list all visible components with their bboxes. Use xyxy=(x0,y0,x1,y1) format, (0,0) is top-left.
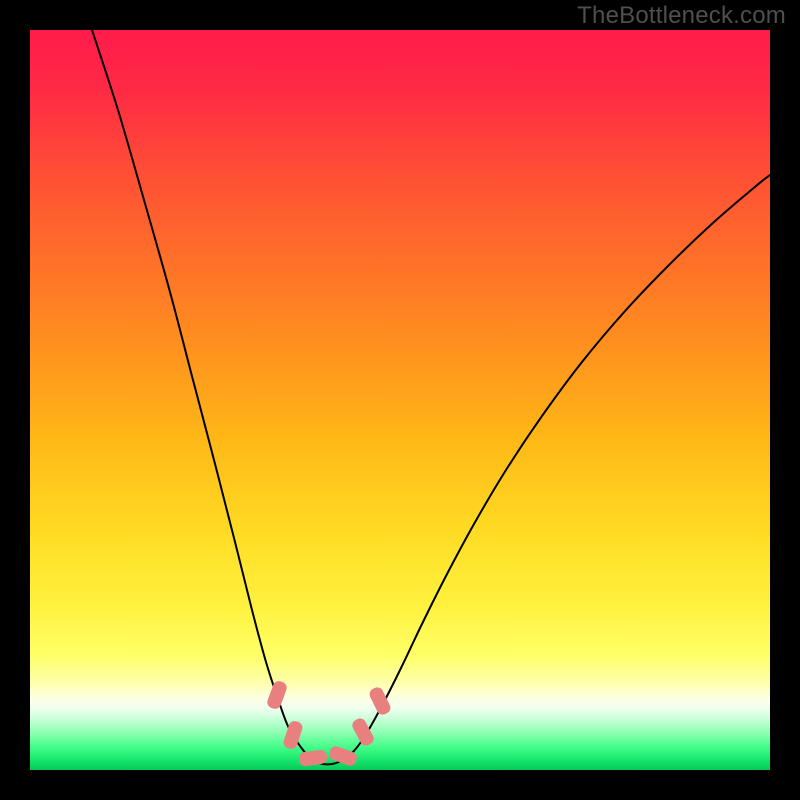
attribution-text: TheBottleneck.com xyxy=(577,2,786,30)
bottleneck-curve xyxy=(30,30,770,770)
plot-area xyxy=(30,30,770,770)
